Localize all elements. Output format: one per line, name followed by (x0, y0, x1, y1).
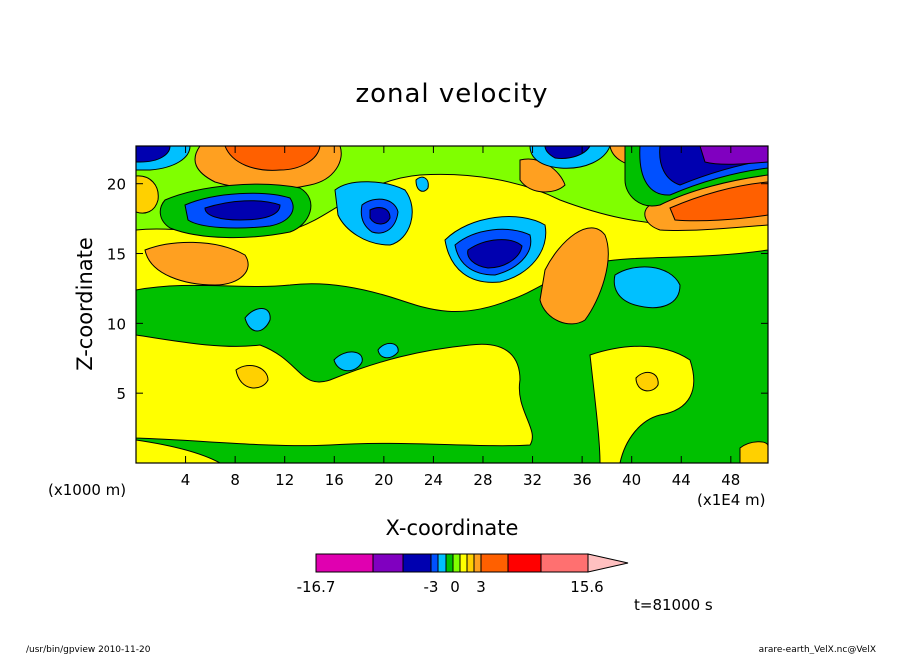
contour-region-orange-red-2 (669, 181, 768, 222)
colorbar-swatch (402, 553, 432, 573)
x-axis-label: X-coordinate (386, 516, 519, 540)
time-label: t=81000 s (634, 596, 713, 614)
x-tick-label: 8 (230, 471, 240, 489)
colorbar-swatch (466, 553, 475, 573)
contour-region-orange-bottom (739, 441, 768, 463)
colorbar-swatch (459, 553, 468, 573)
colorbar-swatch (540, 553, 589, 573)
y-axis-ticks: 5 10 15 20 (107, 176, 768, 403)
contour-region-navy-2 (369, 207, 391, 225)
contour-region-yellow-low (136, 334, 533, 447)
contour-region-orange-8 (635, 371, 659, 392)
contour-field (136, 146, 768, 463)
contour-region-cyan-7 (415, 176, 429, 192)
contour-region-navy-top (544, 146, 591, 159)
x-tick-label: 36 (573, 471, 592, 489)
colorbar-swatch (315, 553, 374, 573)
contour-region-orange-red-1 (224, 146, 321, 171)
x-axis-ticks: 4 8 12 16 20 24 28 32 36 40 44 48 (181, 146, 740, 489)
x-tick-label: 4 (181, 471, 191, 489)
colorbar-mid-label-zero: 0 (450, 578, 460, 596)
contour-region-orange-4 (539, 227, 609, 325)
y-tick-label: 20 (107, 176, 126, 194)
x-tick-label: 32 (523, 471, 542, 489)
colorbar (315, 553, 629, 573)
y-tick-label: 5 (116, 385, 126, 403)
contour-region-yellow-right (589, 345, 695, 463)
contour-region-purple-topright (699, 146, 768, 165)
x-unit-left: (x1000 m) (48, 481, 126, 499)
colorbar-swatch (445, 553, 454, 573)
contour-region-cyan-6 (377, 343, 399, 359)
colorbar-mid-label-neg: -3 (424, 578, 439, 596)
colorbar-swatch (372, 553, 404, 573)
contour-region-orange-3 (136, 175, 159, 214)
colorbar-swatch (480, 553, 509, 573)
colorbar-swatch (437, 553, 447, 573)
x-tick-label: 24 (424, 471, 443, 489)
chart-title: zonal velocity (355, 79, 548, 109)
contour-region-orange-7 (235, 365, 269, 389)
colorbar-swatch-arrow (587, 553, 629, 573)
contour-region-navy-1 (204, 200, 281, 221)
colorbar-swatch (452, 553, 461, 573)
colorbar-min-label: -16.7 (297, 578, 336, 596)
contour-region-cyan-5 (333, 351, 363, 372)
contour-region-orange-2 (144, 241, 249, 286)
y-tick-label: 10 (107, 315, 126, 333)
colorbar-swatch (473, 553, 482, 573)
x-tick-label: 48 (721, 471, 740, 489)
x-tick-label: 16 (325, 471, 344, 489)
plot-frame (135, 145, 769, 464)
footer-right: arare-earth_VelX.nc@VelX (759, 645, 876, 654)
colorbar-mid-label-pos: 3 (476, 578, 486, 596)
x-tick-label: 40 (622, 471, 641, 489)
x-tick-label: 28 (473, 471, 492, 489)
x-tick-label: 44 (672, 471, 691, 489)
contour-region-cyan-4 (244, 308, 271, 332)
contour-region-navy-3 (467, 239, 523, 269)
colorbar-max-label: 15.6 (570, 578, 603, 596)
y-axis-label: Z-coordinate (73, 237, 97, 371)
x-tick-label: 12 (275, 471, 294, 489)
contour-region-cyan-3 (613, 266, 681, 309)
colorbar-swatch (430, 553, 439, 573)
x-unit-right: (x1E4 m) (697, 491, 766, 509)
y-tick-label: 15 (107, 246, 126, 264)
footer-left: /usr/bin/gpview 2010-11-20 (26, 645, 151, 654)
colorbar-swatch (507, 553, 542, 573)
x-tick-label: 20 (374, 471, 393, 489)
